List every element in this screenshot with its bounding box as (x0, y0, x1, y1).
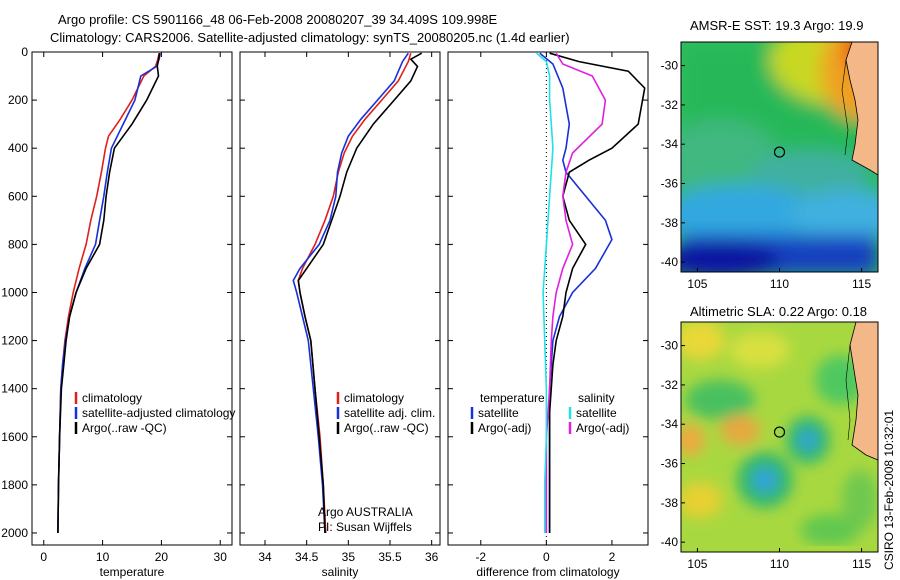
legend-entry: satellite (576, 406, 617, 420)
figure-title-line2: Climatology: CARS2006. Satellite-adjuste… (50, 30, 570, 45)
x-tick-label: 20 (155, 550, 169, 564)
y-tick-label: 1200 (1, 334, 28, 348)
sla-map-argo-marker (773, 426, 786, 438)
legend-entry: Argo(..raw -QC) (82, 421, 167, 435)
y-tick-label: 400 (8, 141, 28, 155)
sst-map-land (845, 41, 879, 176)
x-tick-label: 0 (40, 550, 47, 564)
legend-entry: Argo(..raw -QC) (344, 421, 429, 435)
series-line-1 (292, 52, 409, 534)
map-y-tick-label: -30 (661, 59, 679, 73)
map-x-tick-label: 115 (852, 277, 871, 291)
x-axis-label: difference from climatology (476, 565, 619, 579)
sla-map-land (849, 321, 879, 461)
sst-map-argo-marker (773, 146, 786, 158)
map-y-tick-label: -38 (661, 216, 679, 230)
map-y-tick-label: -38 (661, 496, 679, 510)
map-y-tick-label: -34 (661, 137, 679, 151)
x-tick-label: 2 (609, 550, 616, 564)
x-tick-label: 36 (425, 550, 439, 564)
y-tick-label: 2000 (1, 526, 28, 540)
y-tick-label: 200 (8, 93, 28, 107)
map-y-tick-label: -36 (661, 457, 679, 471)
sla-map-title: Altimetric SLA: 0.22 Argo: 0.18 (690, 304, 867, 319)
map-y-tick-label: -40 (661, 535, 679, 549)
series-line-0 (57, 53, 160, 534)
x-axis-label: salinity (322, 565, 359, 579)
legend-entry: Argo(-adj) (576, 421, 629, 435)
legend-entry: Argo(-adj) (478, 421, 531, 435)
y-tick-label: 1000 (1, 285, 28, 299)
map-y-tick-label: -36 (661, 177, 679, 191)
x-tick-label: 34.5 (295, 550, 319, 564)
y-tick-label: 800 (8, 237, 28, 251)
sst-map: AMSR-E SST: 19.3 Argo: 19.9 105 110 115 -30… (661, 18, 879, 291)
figure-title-line1: Argo profile: CS 5901166_48 06-Feb-2008 … (58, 12, 498, 27)
y-tick-label: 1400 (1, 382, 28, 396)
legend-entry: satellite (478, 406, 519, 420)
x-tick-label: 35.5 (378, 550, 402, 564)
x-axis-label: temperature (100, 565, 165, 579)
y-tick-label: 0 (21, 45, 28, 59)
x-tick-label: 0 (543, 550, 550, 564)
x-tick-label: 35 (342, 550, 356, 564)
map-y-tick-label: -30 (661, 339, 679, 353)
x-tick-label: 30 (214, 550, 228, 564)
map-x-tick-label: 115 (852, 557, 871, 571)
series-line-2 (57, 53, 161, 534)
x-tick-label: -2 (475, 550, 486, 564)
map-x-tick-label: 110 (770, 277, 789, 291)
map-y-tick-label: -34 (661, 417, 679, 431)
series-line-1 (548, 52, 646, 533)
series-line-2 (297, 52, 423, 534)
panel-frame (239, 51, 441, 546)
y-tick-label: 600 (8, 189, 28, 203)
legend-entry: satellite adj. clim. (344, 406, 435, 420)
map-x-tick-label: 110 (770, 557, 789, 571)
panel-salinity: 34 34.5 35 35.5 36 salinity climatologysatelli… (239, 51, 441, 579)
panel-frame (31, 51, 233, 546)
panel-temperature: 0 10 20 30 0 200 400 600 800 1000 1200 1400 1600 1800… (1, 45, 235, 579)
y-tick-label: 1600 (1, 430, 28, 444)
map-y-tick-label: -40 (661, 255, 679, 269)
series-line-0 (297, 52, 412, 534)
series-line-3 (535, 52, 554, 533)
annotation-line: Argo AUSTRALIA (318, 505, 413, 519)
legend-entry: temperature (480, 391, 545, 405)
y-tick-label: 1800 (1, 478, 28, 492)
map-x-tick-label: 105 (687, 277, 707, 291)
map-y-tick-label: -32 (661, 378, 679, 392)
series-line-2 (545, 52, 607, 533)
side-stamp: CSIRO 13-Feb-2008 10:32:01 (882, 410, 896, 570)
x-tick-label: 34 (258, 550, 272, 564)
profile-panels: 0 10 20 30020040060080010001200140016001800… (1, 45, 649, 579)
legend-entry: climatology (344, 391, 404, 405)
sst-map-title: AMSR-E SST: 19.3 Argo: 19.9 (690, 18, 863, 33)
map-x-tick-label: 105 (687, 557, 707, 571)
annotation-line: PI: Susan Wijffels (318, 520, 412, 534)
x-tick-label: 10 (96, 550, 110, 564)
sla-map: Altimetric SLA: 0.22 Argo: 0.18 1 (661, 304, 879, 571)
legend-entry: salinity (578, 391, 615, 405)
legend-entry: satellite-adjusted climatology (82, 406, 235, 420)
panel-frame (447, 51, 649, 546)
legend-entry: climatology (82, 391, 142, 405)
map-y-tick-label: -32 (661, 98, 679, 112)
